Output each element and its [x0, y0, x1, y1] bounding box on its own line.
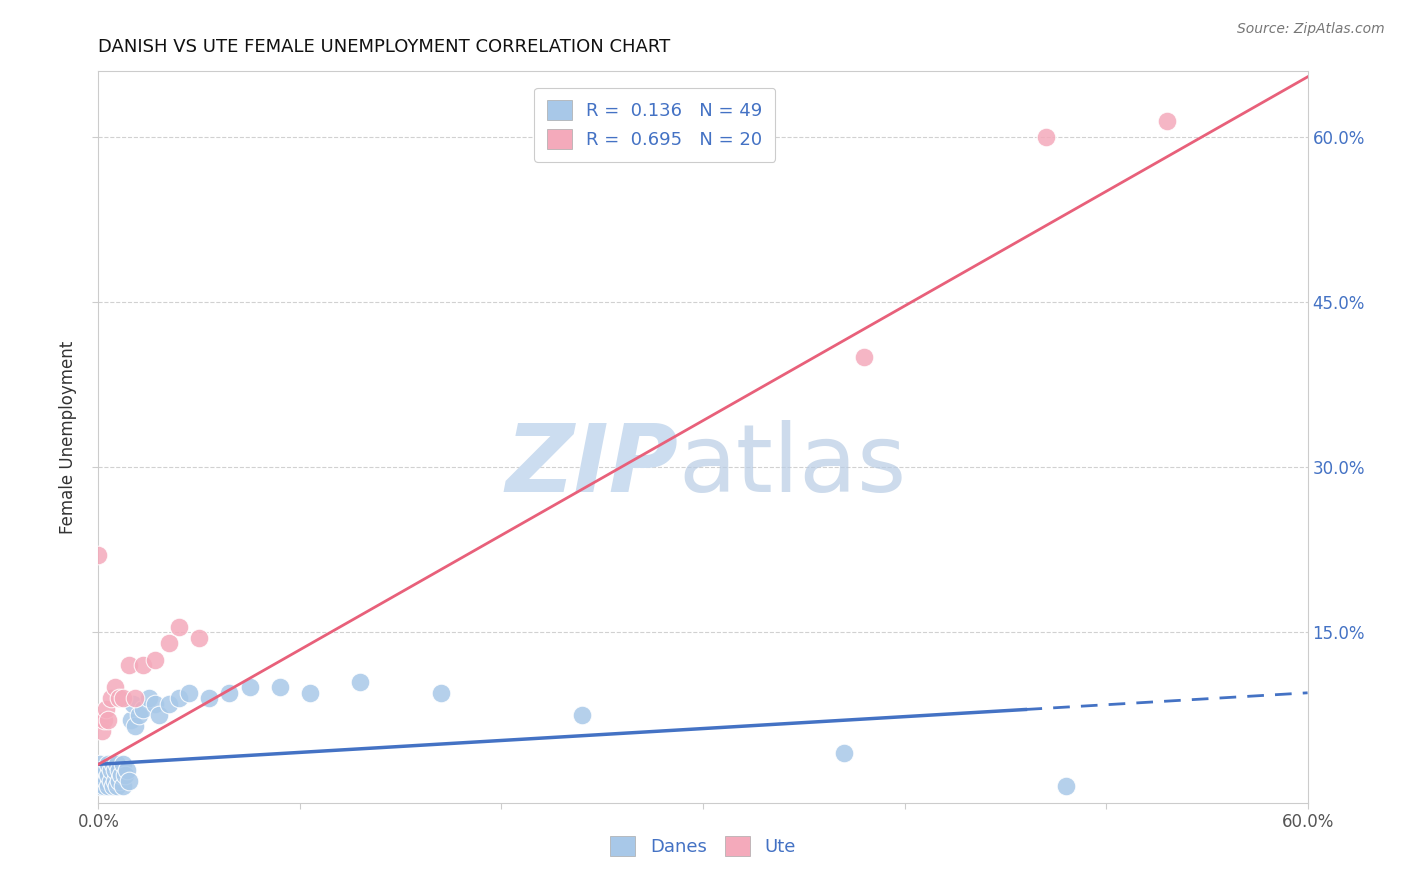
Point	[269, 681, 291, 695]
Point	[157, 697, 180, 711]
Point	[143, 653, 166, 667]
Point	[120, 714, 142, 728]
Point	[96, 773, 118, 788]
Point	[571, 707, 593, 722]
Legend: Danes, Ute: Danes, Ute	[603, 829, 803, 863]
Point	[87, 549, 110, 563]
Point	[430, 686, 453, 700]
Point	[89, 757, 111, 772]
Point	[103, 681, 125, 695]
Point	[143, 697, 166, 711]
Point	[97, 768, 120, 782]
Point	[103, 763, 125, 777]
Text: DANISH VS UTE FEMALE UNEMPLOYMENT CORRELATION CHART: DANISH VS UTE FEMALE UNEMPLOYMENT CORREL…	[98, 38, 671, 56]
Point	[105, 757, 128, 772]
Point	[832, 747, 855, 761]
Point	[167, 691, 190, 706]
Point	[111, 757, 134, 772]
Point	[100, 773, 122, 788]
Text: ZIP: ZIP	[506, 420, 679, 512]
Point	[93, 768, 115, 782]
Point	[114, 768, 136, 782]
Y-axis label: Female Unemployment: Female Unemployment	[59, 341, 77, 533]
Point	[91, 724, 114, 739]
Point	[97, 714, 120, 728]
Point	[91, 763, 114, 777]
Point	[110, 768, 132, 782]
Point	[124, 719, 146, 733]
Point	[128, 707, 150, 722]
Point	[124, 691, 146, 706]
Point	[97, 757, 120, 772]
Point	[107, 691, 129, 706]
Point	[167, 620, 190, 634]
Point	[1035, 130, 1057, 145]
Point	[107, 763, 129, 777]
Point	[118, 773, 141, 788]
Point	[91, 773, 114, 788]
Text: atlas: atlas	[679, 420, 907, 512]
Point	[349, 674, 371, 689]
Point	[179, 686, 201, 700]
Point	[100, 763, 122, 777]
Point	[1156, 113, 1178, 128]
Point	[101, 780, 124, 794]
Point	[111, 780, 134, 794]
Point	[148, 707, 170, 722]
Point	[239, 681, 262, 695]
Point	[96, 702, 118, 716]
Point	[115, 763, 138, 777]
Point	[93, 714, 115, 728]
Point	[101, 757, 124, 772]
Point	[157, 636, 180, 650]
Point	[107, 773, 129, 788]
Point	[132, 658, 155, 673]
Point	[100, 691, 122, 706]
Point	[118, 658, 141, 673]
Point	[97, 780, 120, 794]
Point	[93, 780, 115, 794]
Point	[198, 691, 221, 706]
Point	[89, 780, 111, 794]
Text: Source: ZipAtlas.com: Source: ZipAtlas.com	[1237, 22, 1385, 37]
Point	[138, 691, 160, 706]
Point	[105, 780, 128, 794]
Point	[132, 702, 155, 716]
Point	[299, 686, 322, 700]
Point	[853, 351, 876, 365]
Point	[103, 773, 125, 788]
Point	[89, 714, 111, 728]
Point	[111, 691, 134, 706]
Point	[188, 631, 211, 645]
Point	[87, 768, 110, 782]
Point	[96, 763, 118, 777]
Point	[121, 697, 143, 711]
Point	[1054, 780, 1077, 794]
Point	[218, 686, 240, 700]
